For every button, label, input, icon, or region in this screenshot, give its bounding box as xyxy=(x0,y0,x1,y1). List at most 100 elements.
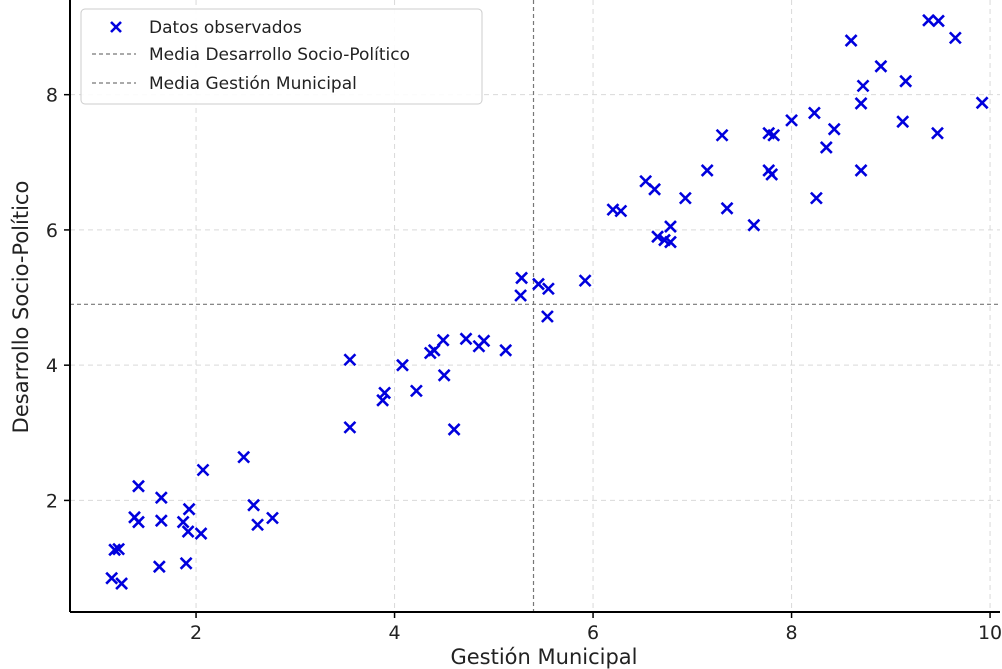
data-point xyxy=(176,515,190,529)
y-tick-label: 6 xyxy=(46,220,58,242)
data-point xyxy=(809,191,823,205)
data-point xyxy=(874,59,888,73)
data-point xyxy=(922,13,935,27)
y-tick-label: 4 xyxy=(46,355,58,377)
data-point xyxy=(975,96,989,110)
data-point xyxy=(112,542,126,556)
data-point xyxy=(154,514,168,528)
data-point xyxy=(427,343,441,357)
data-point xyxy=(343,420,357,434)
data-point-stroke xyxy=(266,511,279,525)
data-point xyxy=(396,358,409,372)
data-point-stroke xyxy=(922,13,935,27)
data-point xyxy=(196,463,210,477)
data-point-stroke xyxy=(578,274,592,288)
data-point-stroke xyxy=(251,518,265,532)
data-point xyxy=(664,235,677,249)
data-point xyxy=(948,31,962,45)
data-point xyxy=(514,289,528,302)
data-point xyxy=(247,498,261,512)
data-point-stroke xyxy=(427,343,441,357)
data-point-stroke xyxy=(819,141,833,154)
data-point-stroke xyxy=(854,163,868,177)
x-tick-label: 8 xyxy=(786,622,798,644)
data-point-stroke xyxy=(196,463,210,477)
data-point xyxy=(765,168,779,181)
data-point-stroke xyxy=(108,543,122,557)
data-point-stroke xyxy=(115,577,129,591)
data-point-stroke xyxy=(720,201,734,215)
data-point-stroke xyxy=(844,34,858,47)
legend-item: Media Gestión Municipal xyxy=(92,74,357,94)
y-tick-label: 8 xyxy=(46,85,58,107)
data-point xyxy=(237,450,251,464)
data-point-stroke xyxy=(112,542,126,556)
data-point-stroke xyxy=(437,368,451,382)
data-point xyxy=(251,518,265,532)
data-point xyxy=(181,525,195,538)
legend-item: Media Desarrollo Socio-Político xyxy=(92,45,410,65)
data-point xyxy=(767,128,781,142)
data-point-stroke xyxy=(678,191,692,205)
data-point-stroke xyxy=(343,353,357,367)
legend-box xyxy=(80,8,483,105)
data-point-stroke xyxy=(765,168,779,181)
data-point-stroke xyxy=(975,96,989,110)
data-point xyxy=(477,334,491,348)
data-point xyxy=(785,113,798,127)
data-point xyxy=(720,201,734,215)
data-point-stroke xyxy=(182,502,196,516)
data-point-stroke xyxy=(932,14,945,28)
data-point xyxy=(827,122,841,136)
data-point xyxy=(578,274,592,288)
data-point-stroke xyxy=(658,233,671,247)
tick-labels: 2 4 6 8 10 2 4 6 8 xyxy=(46,85,1002,644)
axes xyxy=(64,0,1000,618)
data-point xyxy=(436,333,450,347)
data-point xyxy=(499,343,513,357)
data-point-stroke xyxy=(409,384,423,398)
data-point xyxy=(854,163,868,177)
data-point xyxy=(747,218,761,232)
data-point-stroke xyxy=(856,79,870,93)
data-point xyxy=(132,515,145,529)
data-point xyxy=(614,204,628,218)
legend: Datos observados Media Desarrollo Socio-P… xyxy=(80,8,483,105)
data-point-stroke xyxy=(896,115,910,129)
data-point-stroke xyxy=(132,515,145,529)
data-point xyxy=(896,115,910,129)
data-point-stroke xyxy=(447,422,461,436)
data-point xyxy=(376,393,390,407)
data-point-stroke xyxy=(854,97,868,110)
data-point-stroke xyxy=(378,386,392,400)
data-point xyxy=(856,79,870,93)
data-point-stroke xyxy=(179,556,193,570)
data-point xyxy=(115,577,129,591)
legend-label: Media Desarrollo Socio-Político xyxy=(149,45,410,65)
data-point-stroke xyxy=(154,514,168,528)
data-point xyxy=(854,97,868,110)
data-point xyxy=(182,502,196,516)
data-point-stroke xyxy=(664,220,677,233)
data-point-stroke xyxy=(700,163,714,177)
data-point xyxy=(844,34,858,47)
data-point-stroke xyxy=(499,343,513,357)
data-point xyxy=(807,106,821,120)
data-point xyxy=(343,353,357,367)
data-point-stroke xyxy=(132,479,145,493)
data-point xyxy=(437,368,451,382)
legend-label: Media Gestión Municipal xyxy=(149,74,357,94)
data-point xyxy=(152,560,166,574)
data-point xyxy=(678,191,692,205)
data-point-stroke xyxy=(194,527,208,540)
data-point xyxy=(899,74,913,88)
y-axis-label: Desarrollo Socio-Político xyxy=(9,181,33,434)
data-point xyxy=(651,230,664,244)
data-point xyxy=(194,527,208,540)
data-points xyxy=(105,13,989,591)
data-point xyxy=(540,310,554,323)
data-point xyxy=(179,556,193,570)
data-point xyxy=(105,571,119,585)
data-point-stroke xyxy=(436,333,450,347)
data-point-stroke xyxy=(899,74,913,88)
